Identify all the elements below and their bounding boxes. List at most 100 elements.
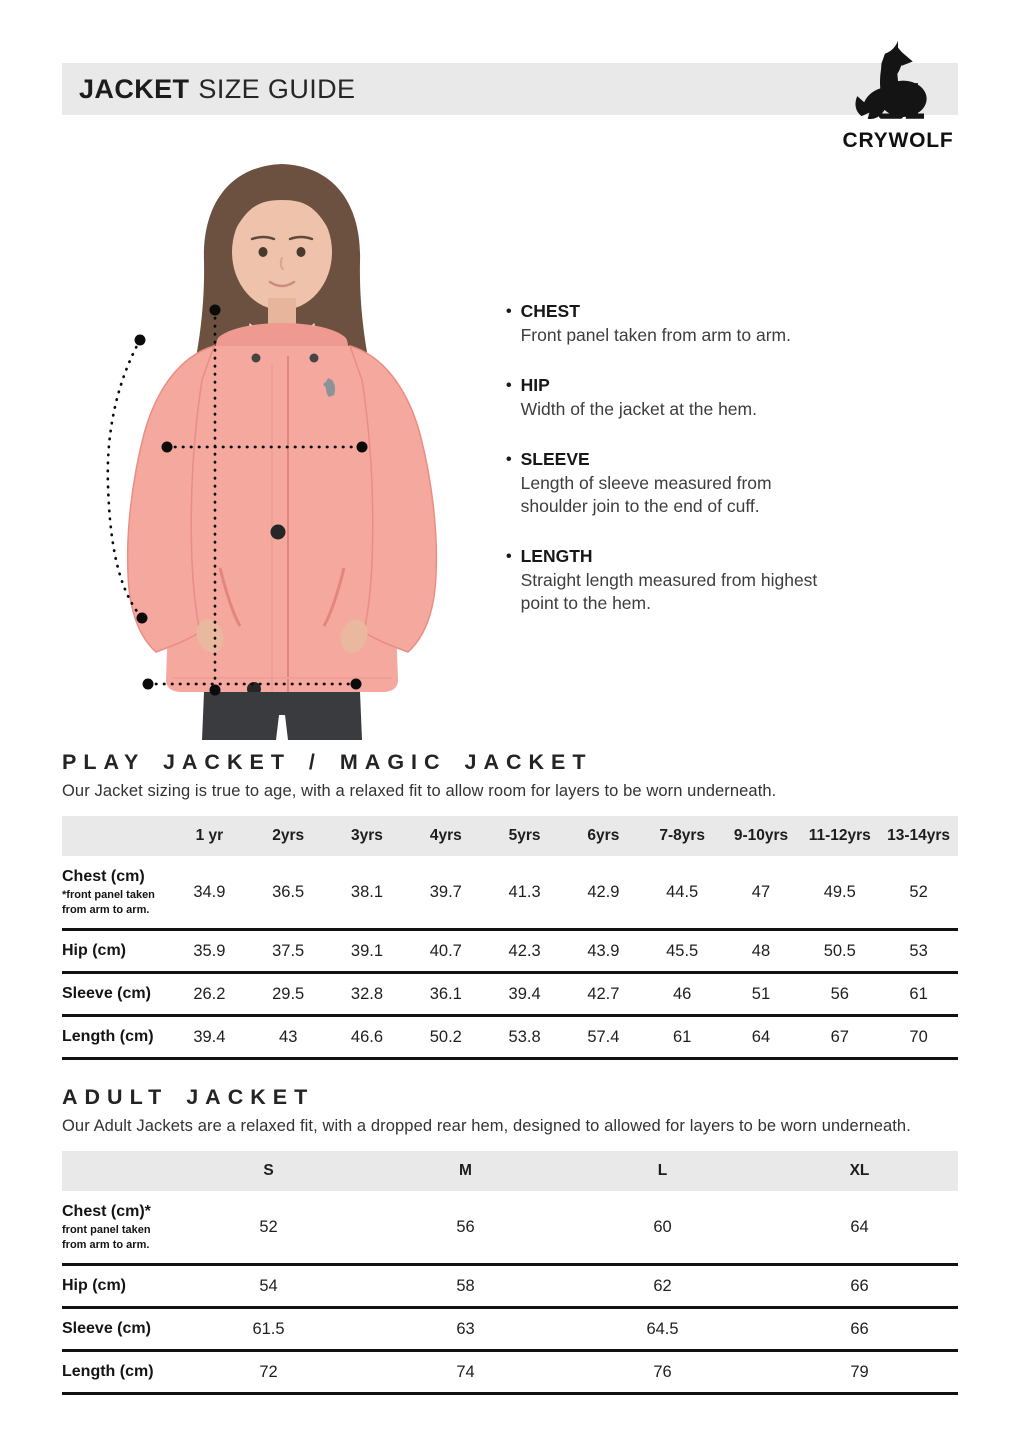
table-cell: 46 <box>673 984 692 1003</box>
jacket-body <box>166 346 398 692</box>
table-cell: 49.5 <box>823 882 856 901</box>
table-cell: 56 <box>456 1217 475 1236</box>
row-label-text: Hip (cm) <box>62 942 126 960</box>
table-row: Chest (cm)* front panel taken from arm to… <box>62 1191 958 1265</box>
table-cell: 38.1 <box>350 882 384 901</box>
table-cell: 57.4 <box>587 1027 620 1046</box>
measure-desc: Front panel taken from arm to arm. <box>520 325 791 345</box>
row-label-text: Chest (cm) <box>62 868 145 886</box>
table-cell: 63 <box>456 1319 475 1338</box>
table-cell: 36.5 <box>272 882 305 901</box>
size-col-header: 11-12yrs <box>800 816 880 856</box>
size-col-header: 6yrs <box>563 816 643 856</box>
size-table-header-row: S M L XL <box>62 1151 958 1191</box>
play-jacket-table: 1 yr 2yrs 3yrs 4yrs 5yrs 6yrs 7-8yrs 9-10yrs 11-… <box>62 816 958 1060</box>
table-cell: 42.7 <box>587 984 620 1003</box>
table-row: Hip (cm) 35.9 37.5 39.1 40.7 42.3 43.9 45.5 48 50… <box>62 930 958 973</box>
row-label-text: Hip (cm) <box>62 1277 126 1295</box>
row-label: Hip (cm) <box>62 930 170 973</box>
size-col-header: 13-14yrs <box>879 816 958 856</box>
table-cell: 62 <box>653 1276 672 1295</box>
table-cell: 44.5 <box>666 882 699 901</box>
table-cell: 43 <box>279 1027 298 1046</box>
row-label-text: Chest (cm)* <box>62 1203 151 1221</box>
table-cell: 61.5 <box>252 1319 285 1338</box>
size-table-header-row: 1 yr 2yrs 3yrs 4yrs 5yrs 6yrs 7-8yrs 9-10yrs 11-… <box>62 816 958 856</box>
size-col-header: 3yrs <box>327 816 407 856</box>
size-col-header: 4yrs <box>406 816 486 856</box>
table-cell: 43.9 <box>587 941 620 960</box>
table-cell: 60 <box>653 1217 672 1236</box>
jacket-right-sleeve <box>348 344 438 653</box>
table-row: Length (cm) 39.4 43 46.6 50.2 53.8 57.4 61 64 67 7… <box>62 1016 958 1059</box>
table-row: Sleeve (cm) 61.5 63 64.5 66 <box>62 1308 958 1351</box>
row-label: Chest (cm) *front panel taken from arm to… <box>62 856 170 930</box>
table-cell: 39.7 <box>429 882 462 901</box>
table-cell: 46.6 <box>350 1027 384 1046</box>
table-cell: 48 <box>751 941 771 960</box>
row-label: Sleeve (cm) <box>62 973 170 1016</box>
table-cell: 42.9 <box>587 882 620 901</box>
table-cell: 66 <box>850 1276 869 1295</box>
table-cell: 58 <box>456 1276 475 1295</box>
table-cell: 50.2 <box>429 1027 462 1046</box>
table-cell: 66 <box>850 1319 869 1338</box>
play-jacket-heading: PLAY JACKET / MAGIC JACKET <box>62 750 593 774</box>
table-cell: 56 <box>830 984 849 1003</box>
table-cell: 53.8 <box>508 1027 541 1046</box>
table-cell: 50.5 <box>823 941 856 960</box>
table-cell: 39.4 <box>193 1027 226 1046</box>
table-cell: 64.5 <box>646 1319 679 1338</box>
table-cell: 47 <box>751 882 771 901</box>
row-label-text: Sleeve (cm) <box>62 985 151 1003</box>
table-cell: 64 <box>850 1217 869 1236</box>
hero-section: CHEST Front panel taken from arm to arm.… <box>0 140 1024 745</box>
title-bar: JACKET SIZE GUIDE <box>62 63 958 115</box>
table-row: Sleeve (cm) 26.2 29.5 32.8 36.1 39.4 42.7 46 51 5… <box>62 973 958 1016</box>
row-label: Hip (cm) <box>62 1265 170 1308</box>
row-label-note: *front panel taken from arm to arm. <box>62 889 155 916</box>
table-cell: 40.7 <box>429 941 462 960</box>
table-cell: 76 <box>653 1362 672 1381</box>
size-col-header-spacer <box>62 1151 170 1191</box>
size-col-header: 7-8yrs <box>642 816 722 856</box>
adult-jacket-heading: ADULT JACKET <box>62 1085 315 1109</box>
adult-jacket-description: Our Adult Jackets are a relaxed fit, wit… <box>62 1117 911 1135</box>
measure-item-sleeve: SLEEVE Length of sleeve measured from sh… <box>506 448 836 518</box>
table-cell: 79 <box>850 1362 869 1381</box>
table-cell: 36.1 <box>429 984 462 1003</box>
table-cell: 51 <box>751 984 771 1003</box>
size-col-header: 9-10yrs <box>721 816 801 856</box>
size-col-header: 2yrs <box>248 816 328 856</box>
adult-jacket-section: ADULT JACKET Our Adult Jackets are a rel… <box>62 1085 958 1395</box>
table-cell: 64 <box>751 1027 771 1046</box>
page-title: JACKET SIZE GUIDE <box>79 74 355 105</box>
sleeve-measure-line <box>106 338 144 620</box>
size-col-header: 1 yr <box>170 816 249 856</box>
jacket-hood <box>215 323 349 364</box>
size-col-header: L <box>564 1151 761 1191</box>
measure-desc: Length of sleeve measured from shoulder … <box>520 473 772 516</box>
table-cell: 32.8 <box>350 984 384 1003</box>
row-label: Length (cm) <box>62 1351 170 1394</box>
table-cell: 39.1 <box>350 941 384 960</box>
table-cell: 74 <box>456 1362 475 1381</box>
table-cell: 41.3 <box>508 882 541 901</box>
measure-desc: Width of the jacket at the hem. <box>520 399 757 419</box>
brand-logo: CRYWOLF <box>830 34 966 153</box>
measure-term: CHEST <box>520 301 580 321</box>
model-photo <box>92 140 472 740</box>
row-label: Sleeve (cm) <box>62 1308 170 1351</box>
play-jacket-section: PLAY JACKET / MAGIC JACKET Our Jacket si… <box>62 750 958 1060</box>
table-cell: 61 <box>909 984 928 1003</box>
size-col-header: XL <box>761 1151 958 1191</box>
jacket-left-sleeve <box>126 344 216 653</box>
row-label: Length (cm) <box>62 1016 170 1059</box>
page-title-bold: JACKET <box>79 73 190 104</box>
howling-wolf-icon <box>855 40 927 120</box>
page-title-light: SIZE GUIDE <box>198 73 356 104</box>
row-label-text: Length (cm) <box>62 1363 154 1381</box>
table-cell: 39.4 <box>508 984 541 1003</box>
table-cell: 34.9 <box>193 882 226 901</box>
